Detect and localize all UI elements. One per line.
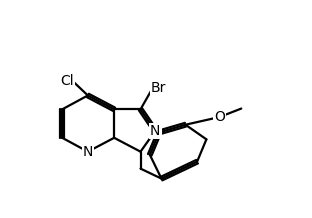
Text: N: N xyxy=(83,145,93,159)
Text: Cl: Cl xyxy=(60,74,74,88)
Text: N: N xyxy=(150,124,160,138)
Text: O: O xyxy=(214,110,225,124)
Text: Br: Br xyxy=(151,81,166,95)
